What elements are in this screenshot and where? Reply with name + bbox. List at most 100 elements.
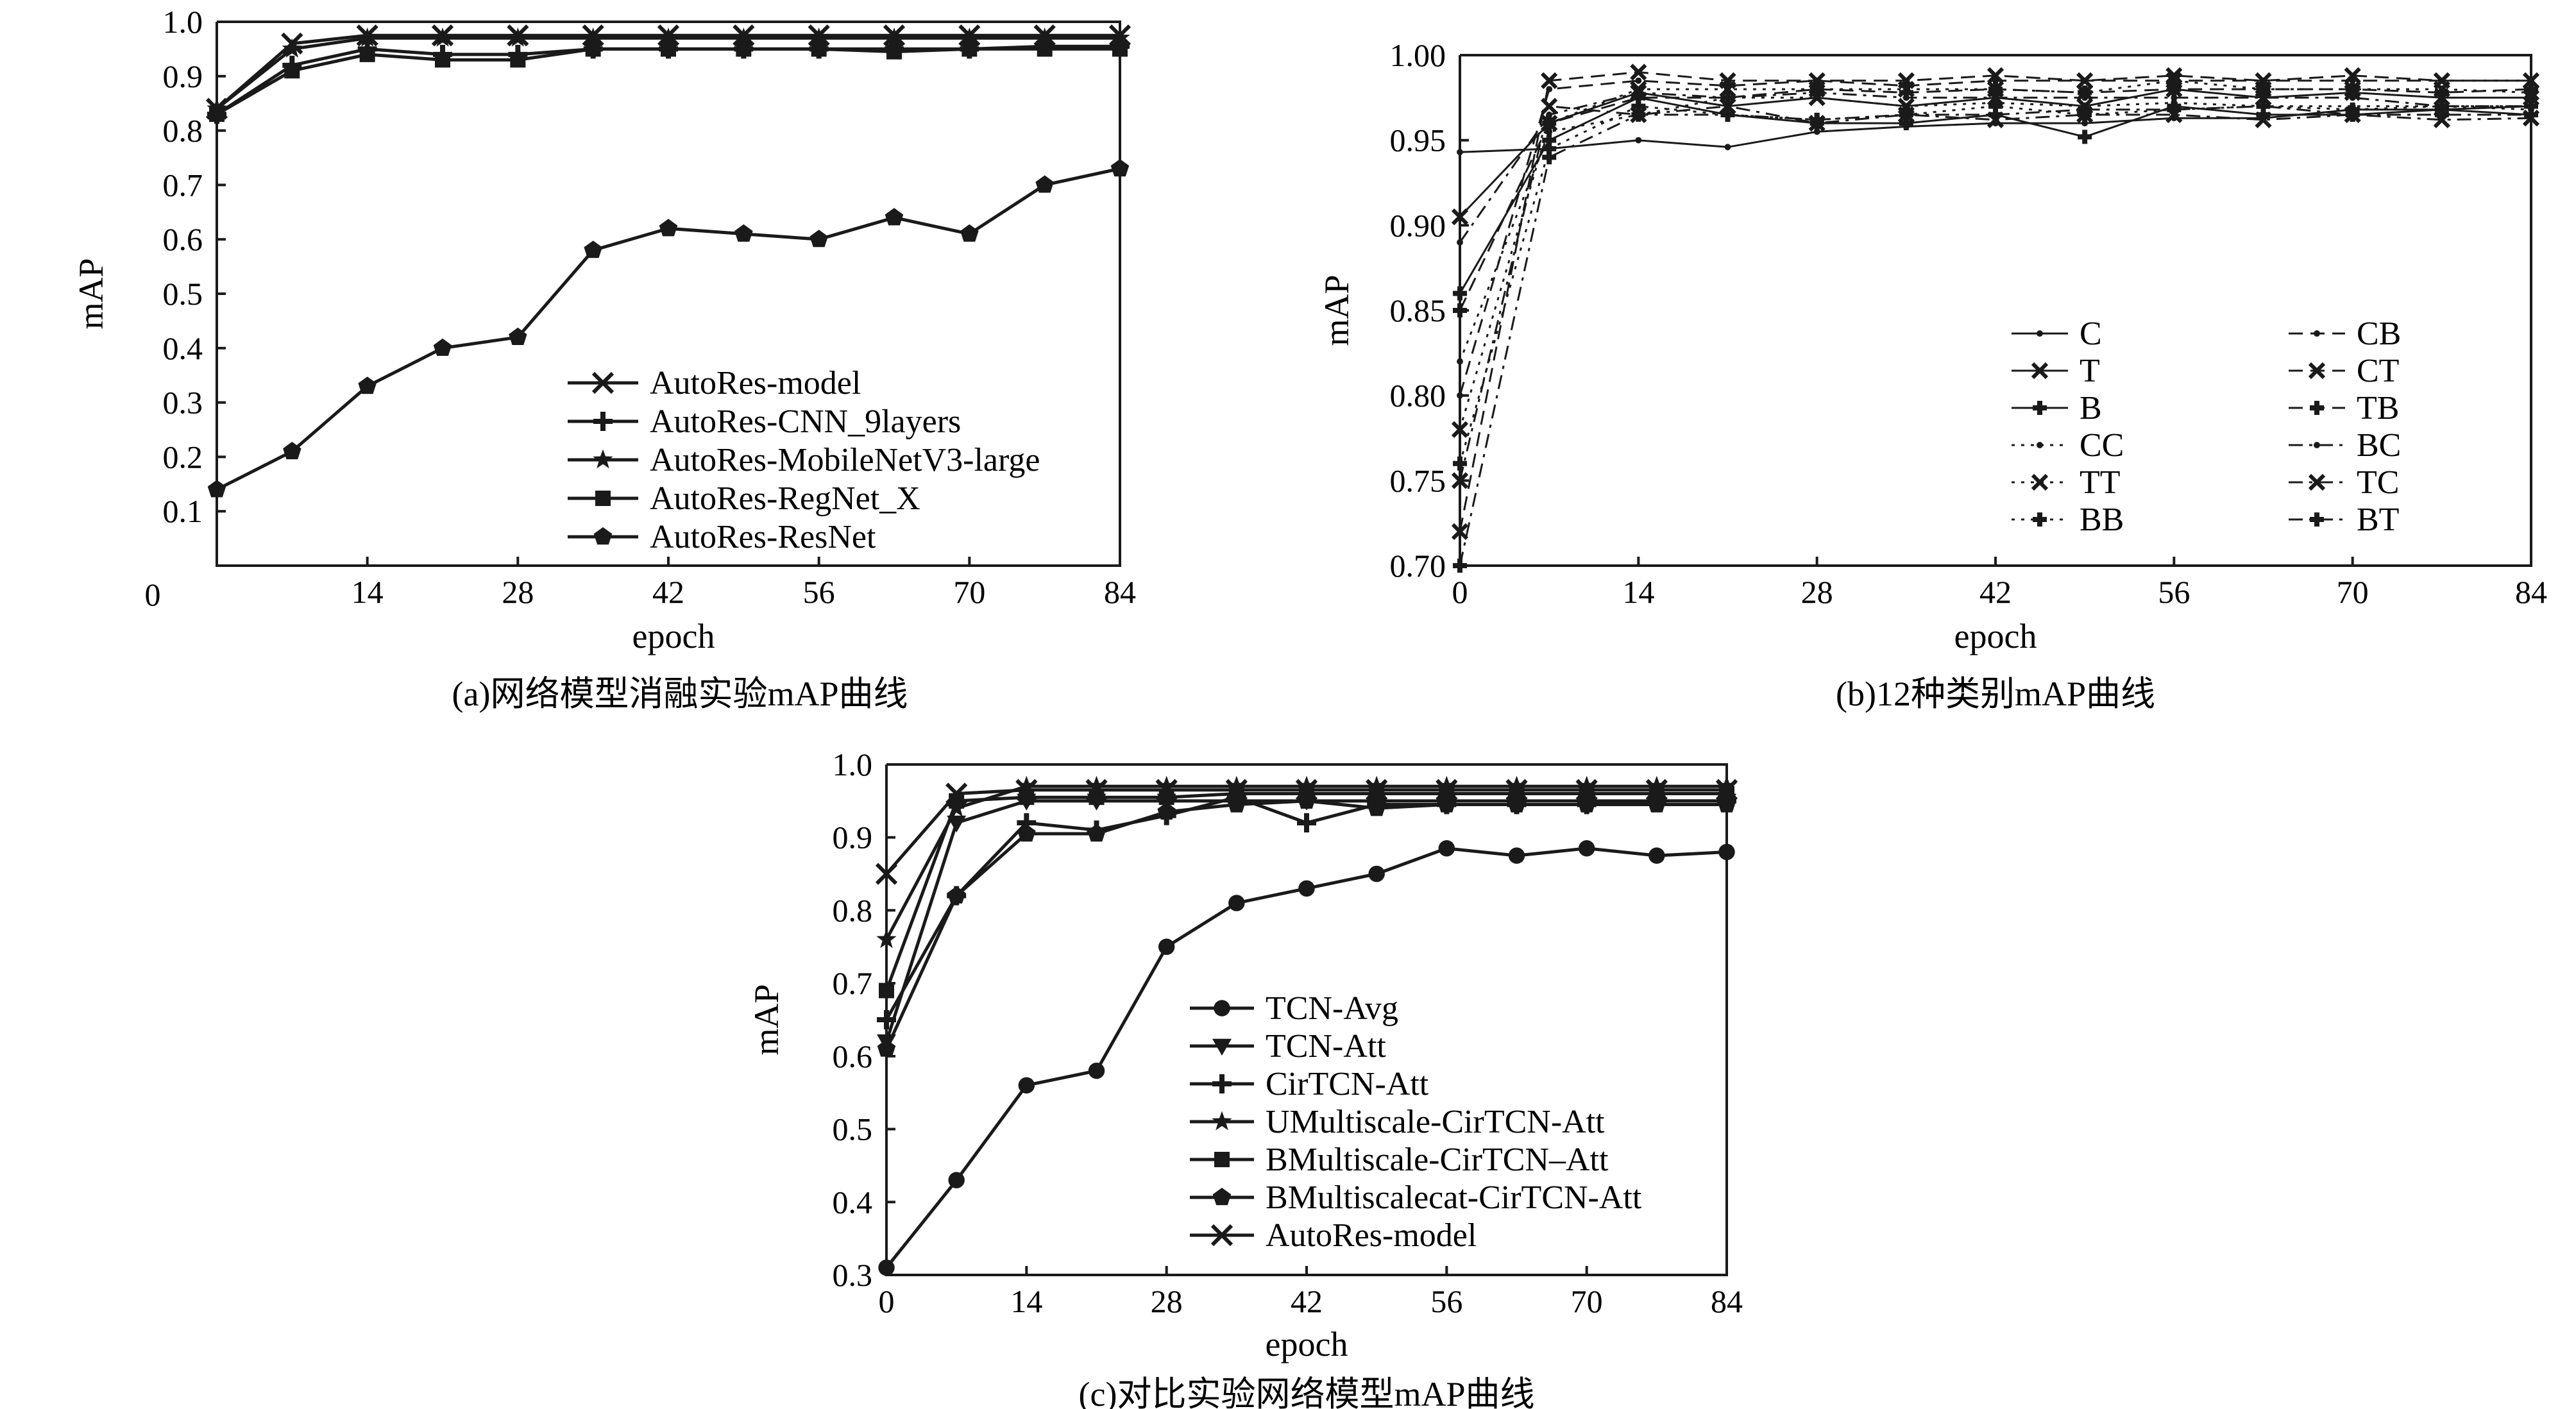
legend-marker — [2314, 442, 2320, 448]
legend-item: CT — [2289, 353, 2399, 389]
x-axis-title: epoch — [632, 617, 715, 655]
data-point-marker — [1575, 779, 1598, 801]
x-tick-label: 56 — [1430, 1283, 1462, 1319]
legend-label: UMultiscale-CirTCN-Att — [1266, 1104, 1605, 1140]
data-point-marker — [1902, 94, 1910, 101]
data-point-marker — [1541, 97, 1558, 115]
x-tick-label: 42 — [652, 574, 684, 610]
data-point-marker — [584, 240, 602, 258]
legend-label: B — [2080, 390, 2102, 426]
data-point-marker — [2076, 72, 2094, 89]
data-point-marker — [876, 929, 897, 949]
legend-marker — [2033, 512, 2047, 527]
data-point-marker — [1897, 72, 1915, 89]
data-point-marker — [284, 63, 300, 79]
legend-marker — [2308, 473, 2326, 491]
data-point-marker — [960, 224, 979, 242]
data-point-marker — [583, 27, 604, 47]
data-point-marker — [357, 27, 378, 47]
data-point-marker — [1157, 802, 1176, 820]
legend-marker — [1212, 1188, 1232, 1206]
legend-label: BMultiscale-CirTCN–Att — [1266, 1142, 1609, 1178]
data-point-marker — [2522, 89, 2540, 106]
data-point-marker — [2167, 82, 2182, 97]
series-autores-model — [875, 779, 1738, 885]
data-point-marker — [809, 230, 828, 248]
data-point-marker — [962, 41, 978, 57]
legend-item: CirTCN-Att — [1190, 1066, 1429, 1102]
legend-marker — [2037, 330, 2043, 337]
legend-label: CT — [2357, 353, 2399, 389]
legend-marker — [1212, 1038, 1232, 1056]
data-point-marker — [1635, 137, 1642, 144]
data-point-marker — [1899, 107, 1913, 122]
y-tick-label: 1.0 — [833, 747, 873, 782]
data-point-marker — [209, 106, 225, 122]
y-tick-label: 0.6 — [833, 1038, 873, 1074]
legend-marker — [595, 491, 611, 506]
data-point-marker — [875, 863, 898, 885]
y-tick-label: 0.95 — [1390, 122, 1446, 158]
data-point-marker — [1451, 421, 1469, 438]
data-point-marker — [1085, 779, 1108, 801]
legend-label: C — [2080, 316, 2102, 352]
data-point-marker — [2522, 72, 2540, 89]
series-bmultiscalecat-cirtcn-att — [877, 791, 1736, 1057]
data-point-marker — [1366, 775, 1387, 795]
legend-label: TCN-Avg — [1266, 990, 1398, 1027]
data-point-marker — [433, 338, 452, 356]
legend-label: AutoRes-CNN_9layers — [650, 403, 961, 440]
legend-label: BMultiscalecat-CirTCN-Att — [1266, 1179, 1642, 1216]
data-point-marker — [2345, 82, 2360, 97]
data-point-marker — [1648, 847, 1665, 864]
legend-item: TC — [2289, 464, 2399, 501]
data-point-marker — [2171, 94, 2178, 101]
x-tick-label: 0 — [1452, 574, 1468, 610]
data-point-marker — [1368, 865, 1385, 882]
data-point-marker — [2256, 82, 2271, 97]
data-point-marker — [2524, 107, 2538, 122]
data-point-marker — [2165, 67, 2183, 84]
data-point-marker — [1451, 523, 1469, 541]
chart-caption: (c)对比实验网络模型mAP曲线 — [1079, 1375, 1535, 1409]
data-point-marker — [1366, 779, 1388, 801]
data-point-marker — [1457, 392, 1463, 399]
x-tick-label: 42 — [1979, 574, 2012, 610]
data-point-marker — [432, 27, 453, 47]
data-point-marker — [2078, 130, 2092, 144]
data-point-marker — [1988, 107, 2003, 122]
legend-marker — [1210, 1224, 1233, 1247]
series-autores-regnet-x — [209, 41, 1128, 122]
data-point-marker — [1110, 159, 1130, 177]
data-point-marker — [207, 480, 226, 498]
x-tick-label: 70 — [2337, 574, 2369, 610]
data-point-marker — [1724, 94, 1731, 101]
x-tick-label: 70 — [1571, 1283, 1603, 1319]
legend-marker — [2031, 362, 2049, 380]
data-point-marker — [1035, 27, 1055, 47]
legend-label: BB — [2080, 502, 2124, 538]
legend-marker — [593, 449, 613, 469]
y-tick-label: 0.5 — [833, 1111, 873, 1147]
data-point-marker — [1720, 107, 1735, 122]
data-point-marker — [1508, 847, 1525, 864]
data-point-marker — [435, 52, 450, 68]
series-autores-resnet — [207, 159, 1130, 498]
data-point-marker — [2081, 94, 2089, 101]
y-tick-label: 0.7 — [833, 965, 873, 1001]
y-tick-label: 0.8 — [833, 892, 873, 928]
data-point-marker — [2434, 107, 2449, 122]
data-point-marker — [877, 1039, 896, 1057]
data-point-marker — [585, 41, 601, 57]
data-point-marker — [1086, 775, 1107, 795]
data-point-marker — [658, 27, 679, 47]
data-point-marker — [1507, 795, 1526, 813]
x-tick-label: 14 — [1010, 1283, 1042, 1319]
data-point-marker — [1037, 41, 1053, 57]
data-point-marker — [734, 224, 753, 242]
chart-caption: (b)12种类别mAP曲线 — [1836, 675, 2155, 713]
legend-item: AutoRes-model — [1190, 1217, 1477, 1254]
x-tick-label: 28 — [1151, 1283, 1183, 1319]
data-point-marker — [661, 41, 676, 57]
